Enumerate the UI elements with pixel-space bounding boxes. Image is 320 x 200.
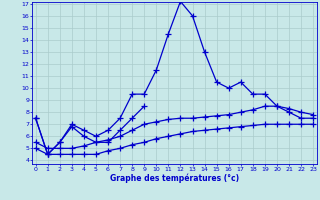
X-axis label: Graphe des températures (°c): Graphe des températures (°c) [110, 173, 239, 183]
